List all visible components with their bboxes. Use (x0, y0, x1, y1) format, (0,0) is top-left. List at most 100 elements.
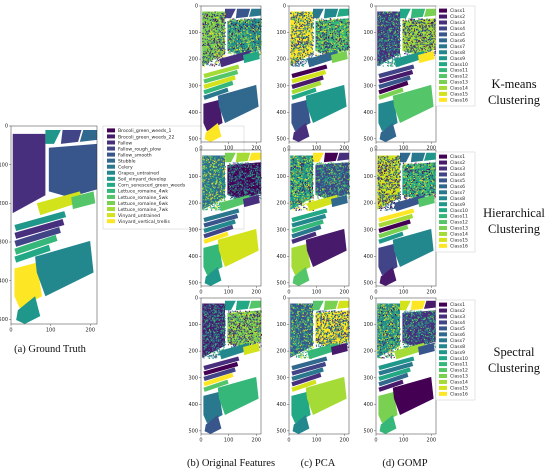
map-hierarchical-pca-field (337, 152, 349, 161)
map-kmeans-gomp-speckle (408, 45, 410, 48)
map-kmeans-pca-speckle (322, 35, 324, 37)
map-kmeans-gomp-field (410, 8, 426, 19)
map-hierarchical-original-speckle (214, 171, 216, 173)
map-kmeans-pca-speckle (323, 25, 325, 28)
map-kmeans-gomp-speckle (387, 37, 389, 39)
map-kmeans-pca-speckle (337, 49, 339, 51)
map-hierarchical-original-speckle (232, 186, 234, 188)
map-kmeans-original-speckle (222, 57, 224, 59)
map-kmeans-gomp-speckle (407, 52, 409, 54)
map-hierarchical-original-speckle (216, 176, 218, 179)
map-kmeans-original-speckle (233, 52, 235, 54)
map-kmeans-pca-speckle (321, 29, 323, 31)
map-kmeans-original-speckle (251, 20, 253, 22)
map-kmeans-original-speckle (235, 36, 237, 38)
map-hierarchical-original-speckle (202, 179, 204, 181)
map-hierarchical-original-speckle (246, 187, 248, 189)
map-kmeans-original-speckle (202, 32, 204, 34)
map-kmeans-original-speckle (252, 41, 254, 43)
map-kmeans-original-speckle (214, 20, 217, 22)
map-kmeans-pca-speckle (304, 46, 306, 48)
map-kmeans-original-speckle (223, 33, 225, 35)
map-kmeans-original-speckle (222, 41, 224, 43)
map-hierarchical-original-speckle (223, 181, 225, 183)
map-kmeans-pca-field (305, 84, 347, 123)
map-kmeans-original-speckle (205, 60, 207, 62)
map-hierarchical-original-speckle (216, 169, 218, 172)
map-kmeans-gomp-speckle (394, 54, 396, 57)
map-kmeans-original-speckle (253, 39, 255, 41)
map-kmeans-gomp-speckle (419, 47, 422, 49)
map-kmeans-original-speckle (240, 20, 242, 22)
map-hierarchical-original-speckle (238, 169, 240, 171)
map-kmeans-pca-speckle (293, 33, 295, 35)
map-kmeans-pca-field (291, 69, 327, 84)
map-hierarchical-original-speckle (220, 159, 222, 161)
map-kmeans-original-speckle (245, 28, 247, 30)
map-kmeans-gomp-field (378, 69, 414, 84)
map-hierarchical-original-speckle (223, 156, 225, 158)
map-kmeans-gomp-speckle (430, 42, 432, 44)
map-kmeans-pca-speckle (299, 25, 301, 27)
map-hierarchical-original-speckle (237, 167, 239, 169)
map-kmeans-original-speckle (206, 44, 208, 46)
map-kmeans-pca-speckle (325, 31, 327, 33)
map-hierarchical-original-speckle (259, 170, 261, 172)
map-kmeans-gomp-speckle (409, 30, 411, 32)
map-hierarchical-original-speckle (239, 183, 242, 185)
map-kmeans-gomp-speckle (382, 51, 384, 53)
map-kmeans-pca-speckle (348, 31, 350, 33)
map-kmeans-gomp-speckle (429, 19, 431, 21)
map-hierarchical-original-speckle (206, 177, 208, 180)
map-kmeans-original-speckle (241, 21, 243, 23)
map-kmeans-pca-speckle (345, 27, 347, 29)
map-kmeans-original-speckle (221, 57, 223, 59)
map-kmeans-pca-speckle (330, 18, 332, 20)
map-kmeans-pca-speckle (319, 19, 322, 21)
map-kmeans-original-speckle (224, 12, 226, 14)
gt-axis-xtick-label: 0 (9, 328, 12, 334)
map-hierarchical-original-speckle (218, 174, 220, 176)
map-hierarchical-original-speckle (248, 173, 250, 175)
map-kmeans-original-speckle (247, 43, 249, 45)
map-kmeans-pca-speckle (321, 35, 323, 37)
map-hierarchical-original-speckle (211, 208, 213, 210)
map-kmeans-gomp-speckle (413, 39, 415, 41)
map-kmeans-original-speckle (230, 52, 232, 54)
map-kmeans-gomp-speckle (390, 15, 392, 18)
map-kmeans-gomp-speckle (383, 28, 385, 30)
map-hierarchical-original-speckle (245, 191, 247, 193)
map-kmeans-pca-speckle (337, 18, 339, 20)
map-kmeans-gomp-speckle (393, 49, 396, 51)
map-hierarchical-original-speckle (210, 191, 212, 193)
map-kmeans-gomp-speckle (381, 26, 383, 28)
map-kmeans-pca-speckle (302, 21, 304, 23)
map-hierarchical-original-speckle (209, 175, 211, 178)
map-kmeans-pca-speckle (299, 46, 301, 48)
map-hierarchical-original-speckle (229, 182, 231, 184)
map-hierarchical-original-speckle (204, 204, 206, 207)
map-hierarchical-original-speckle (211, 173, 213, 175)
map-hierarchical-original-speckle (252, 178, 254, 180)
map-kmeans-pca-speckle (293, 15, 295, 17)
map-hierarchical-original-speckle (217, 172, 219, 174)
map-kmeans-original-speckle (237, 28, 239, 31)
map-kmeans-pca-speckle (325, 41, 327, 43)
map-hierarchical-original-speckle (243, 191, 246, 193)
map-kmeans-pca-speckle (290, 38, 292, 40)
map-kmeans-original-speckle (223, 53, 225, 55)
map-kmeans-gomp-speckle (431, 24, 433, 26)
map-kmeans-pca-speckle (308, 36, 310, 38)
map-kmeans-pca-speckle (306, 26, 308, 28)
map-kmeans-original-speckle (238, 48, 241, 51)
map-hierarchical-original-speckle (203, 187, 205, 189)
map-kmeans-gomp-speckle (399, 30, 401, 32)
map-kmeans-gomp-speckle (389, 29, 391, 31)
map-kmeans-pca-speckle (301, 36, 303, 38)
map-kmeans-gomp-speckle (431, 48, 433, 50)
map-kmeans-gomp-speckle (432, 22, 434, 24)
map-kmeans-pca-speckle (341, 49, 343, 51)
map-hierarchical-pca-speckle (309, 186, 311, 188)
gt-map-field (14, 219, 65, 239)
map-kmeans-pca-speckle (308, 31, 310, 33)
